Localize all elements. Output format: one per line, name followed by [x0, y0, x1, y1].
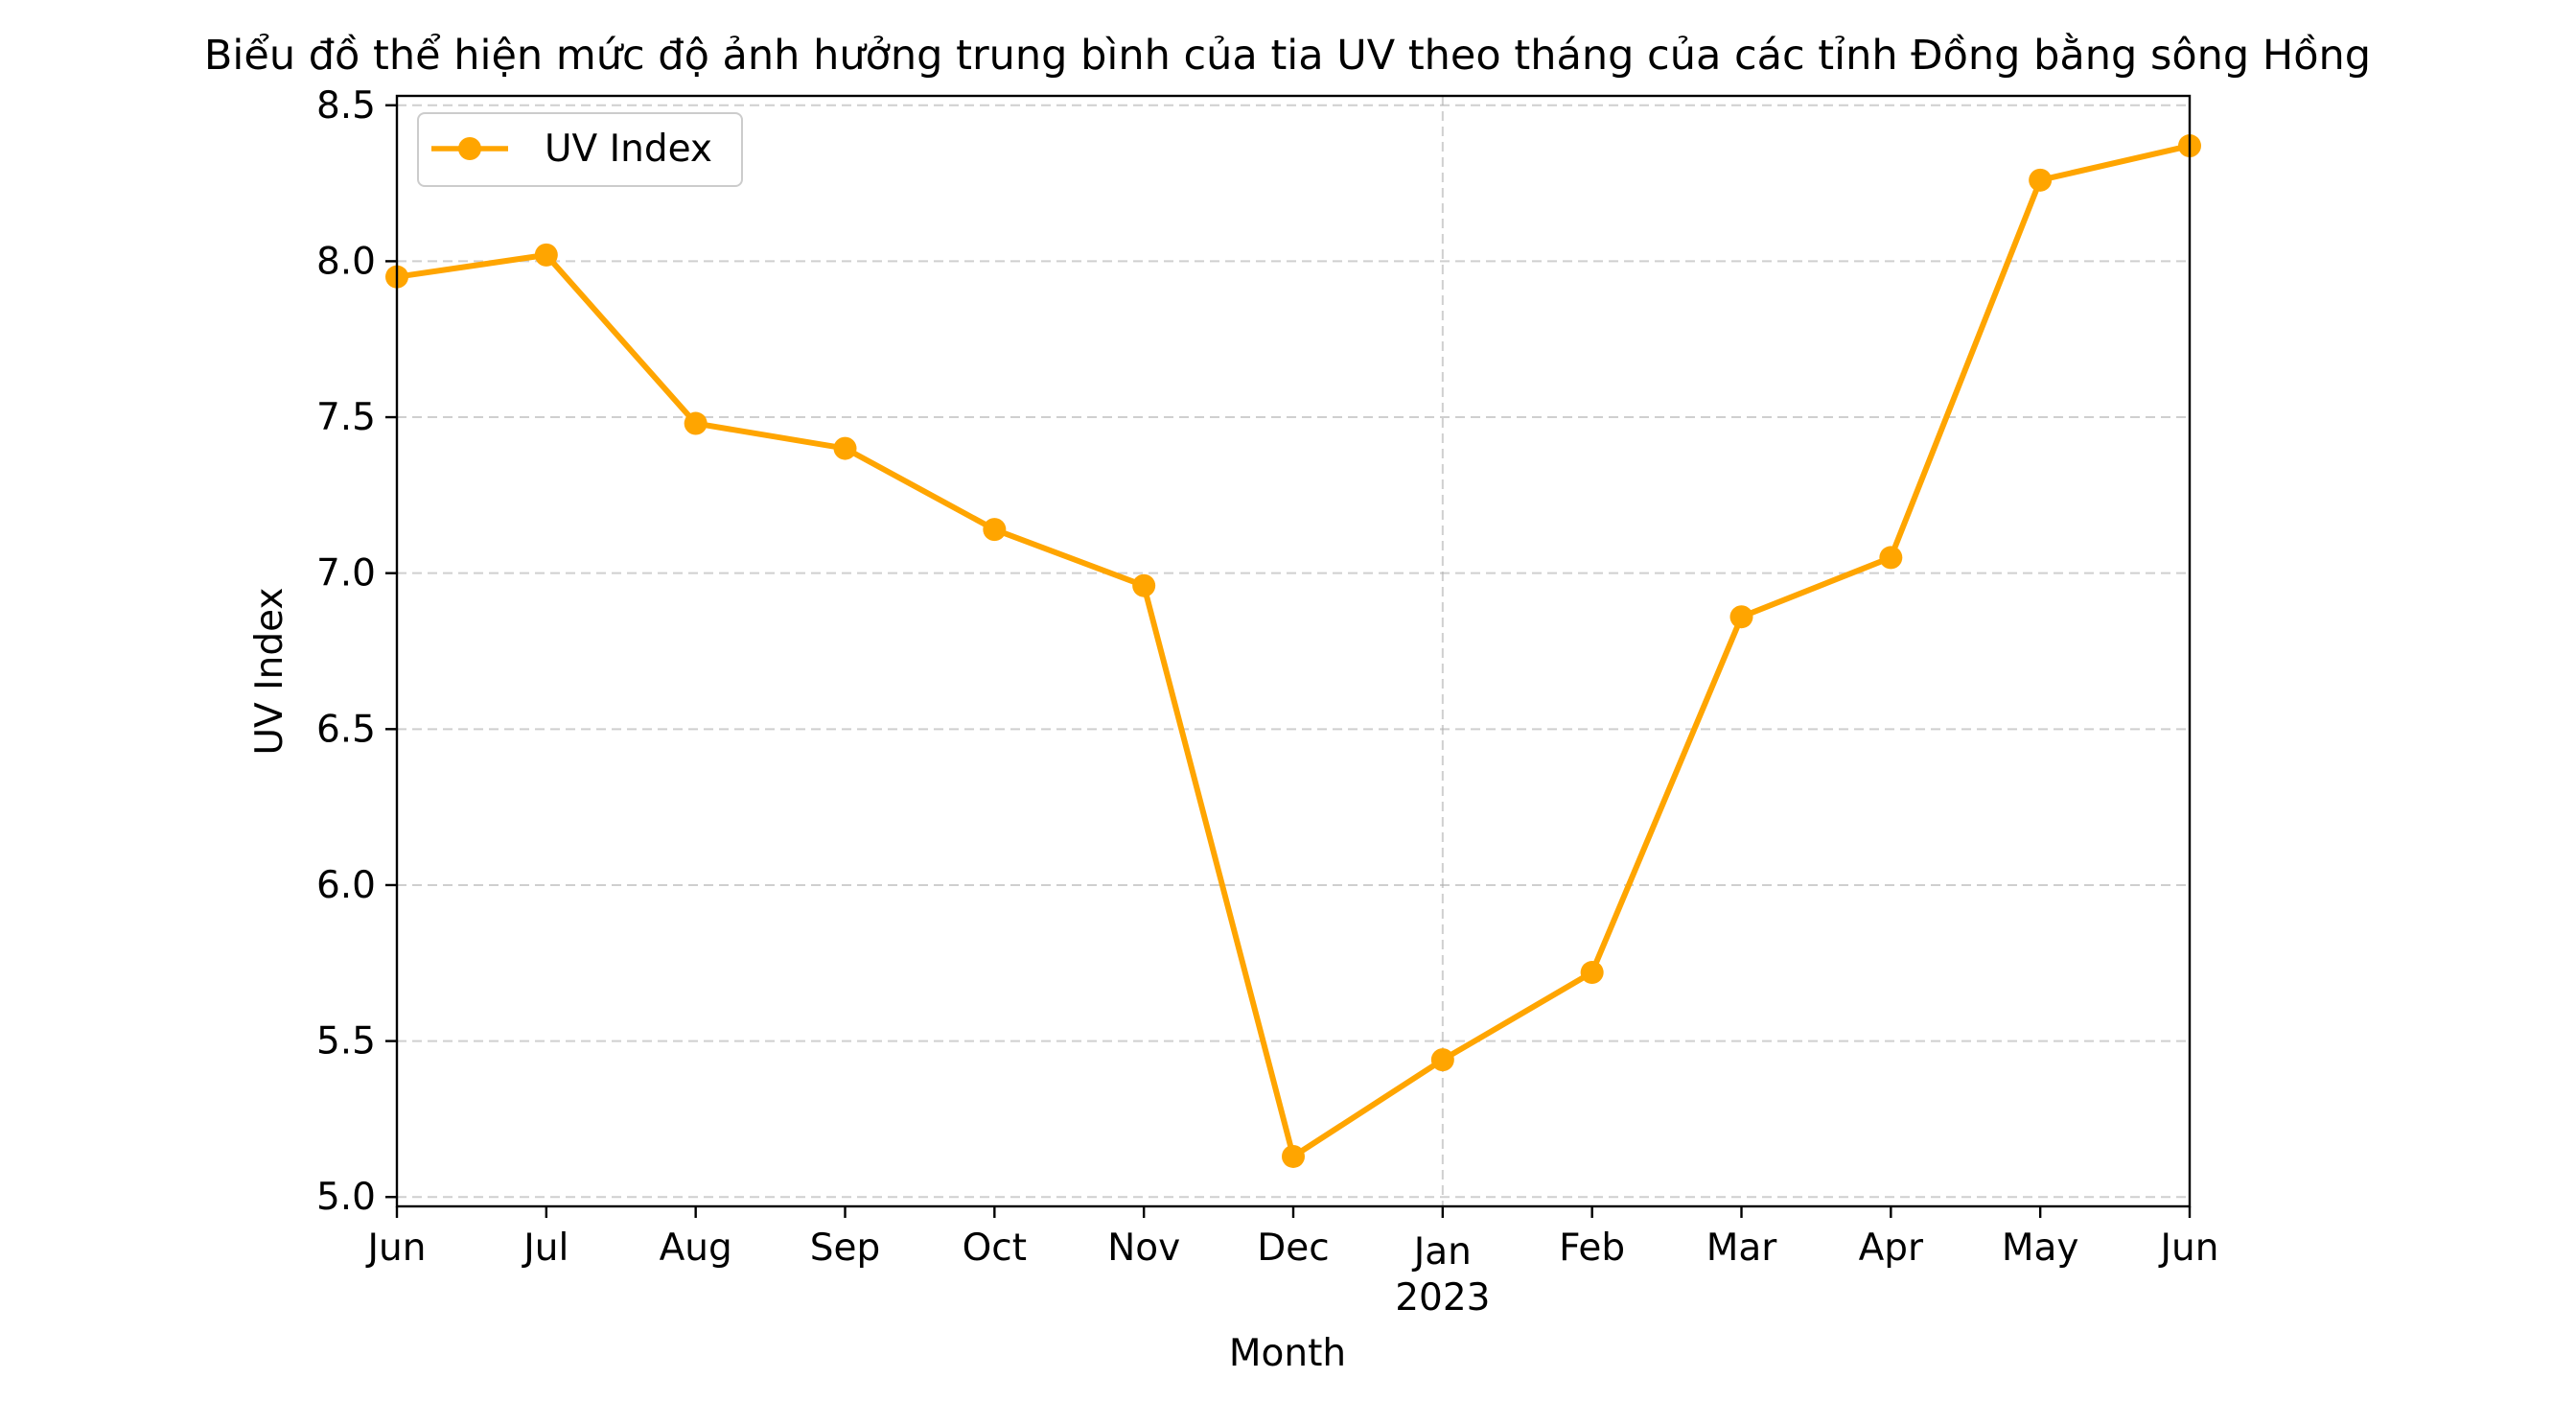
- y-tick-label: 5.5: [316, 1020, 376, 1063]
- x-year-label: 2023: [1395, 1276, 1490, 1320]
- x-tick-label: Mar: [1706, 1227, 1778, 1270]
- y-tick-label: 5.0: [316, 1176, 376, 1219]
- data-point: [1879, 546, 1903, 570]
- x-tick-label: May: [2002, 1227, 2079, 1270]
- x-tick-label: Oct: [963, 1227, 1027, 1270]
- legend-box: [417, 112, 743, 187]
- y-tick-label: 8.5: [316, 84, 376, 128]
- data-point: [983, 518, 1007, 542]
- y-tick-label: 7.5: [316, 396, 376, 439]
- y-axis-label: UV Index: [248, 588, 291, 756]
- y-tick-label: 7.0: [316, 552, 376, 596]
- data-point: [1580, 961, 1604, 985]
- data-point: [1430, 1048, 1454, 1072]
- axes-frame: [395, 94, 2192, 1208]
- x-tick-label: Jun: [2158, 1227, 2219, 1270]
- x-tick-label: Dec: [1257, 1227, 1329, 1270]
- series-line: [396, 143, 2191, 1159]
- y-tick-label: 8.0: [316, 240, 376, 283]
- x-tick-label: Feb: [1559, 1227, 1625, 1270]
- data-point: [1729, 605, 1753, 629]
- x-tick-label: Apr: [1859, 1227, 1924, 1270]
- legend-label: UV Index: [545, 128, 712, 171]
- data-point: [1132, 573, 1156, 597]
- data-point: [833, 436, 857, 460]
- x-axis-label: Month: [1229, 1332, 1346, 1375]
- y-tick-label: 6.5: [316, 708, 376, 751]
- plot-frame: [395, 94, 2192, 1208]
- data-point: [684, 411, 708, 435]
- legend: UV Index: [417, 112, 743, 187]
- series-layer: [385, 134, 2201, 1168]
- axis-ticks: 5.0 5.5 6.0 6.5 7.0 7.5 8.0 8.5 Jun Jul Aug Sep Oct N…: [316, 84, 2219, 1320]
- x-tick-label: Sep: [810, 1227, 881, 1270]
- x-tick-label: Aug: [660, 1227, 732, 1270]
- x-tick-label: Jan: [1411, 1230, 1472, 1273]
- x-tick-label: Nov: [1107, 1227, 1180, 1270]
- y-tick-label: 6.0: [316, 864, 376, 907]
- x-tick-label: Jul: [521, 1227, 569, 1270]
- data-point: [1282, 1144, 1305, 1168]
- legend-marker-swatch: [458, 137, 481, 160]
- x-tick-label: Jun: [365, 1227, 427, 1270]
- data-point: [2029, 168, 2053, 192]
- grid-lines: [397, 96, 2190, 1206]
- chart-title: Biểu đồ thể hiện mức độ ảnh hưởng trung …: [204, 32, 2371, 80]
- data-point: [534, 243, 558, 267]
